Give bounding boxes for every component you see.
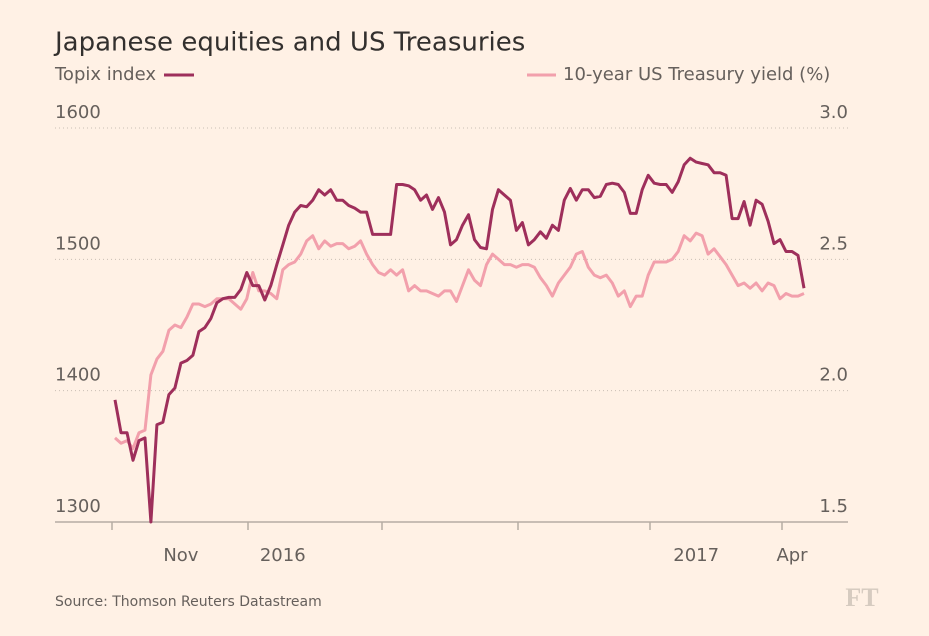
source: Source: Thomson Reuters Datastream <box>55 594 322 610</box>
x-tick-label: 2016 <box>260 545 306 566</box>
y2-tick-label: 2.0 <box>819 365 848 386</box>
y2-tick-label: 2.5 <box>819 233 848 254</box>
y-tick-label: 1300 <box>55 496 101 517</box>
chart-title: Japanese equities and US Treasuries <box>53 28 525 58</box>
x-tick-label: Nov <box>163 545 198 566</box>
series-line <box>113 156 806 524</box>
y2-tick-label: 1.5 <box>819 496 848 517</box>
series-line <box>114 231 805 450</box>
x-axis-ticks <box>111 522 783 530</box>
legend-label: 10-year US Treasury yield (%) <box>563 64 830 85</box>
y-tick-label: 1500 <box>55 233 101 254</box>
y2-tick-label: 3.0 <box>819 102 848 123</box>
legend-label: Topix index <box>54 64 156 85</box>
x-tick-label: Apr <box>776 545 808 566</box>
y-tick-label: 1600 <box>55 102 101 123</box>
x-tick-label: 2017 <box>673 545 719 566</box>
y-tick-label: 1400 <box>55 365 101 386</box>
logo: FT <box>845 583 878 612</box>
